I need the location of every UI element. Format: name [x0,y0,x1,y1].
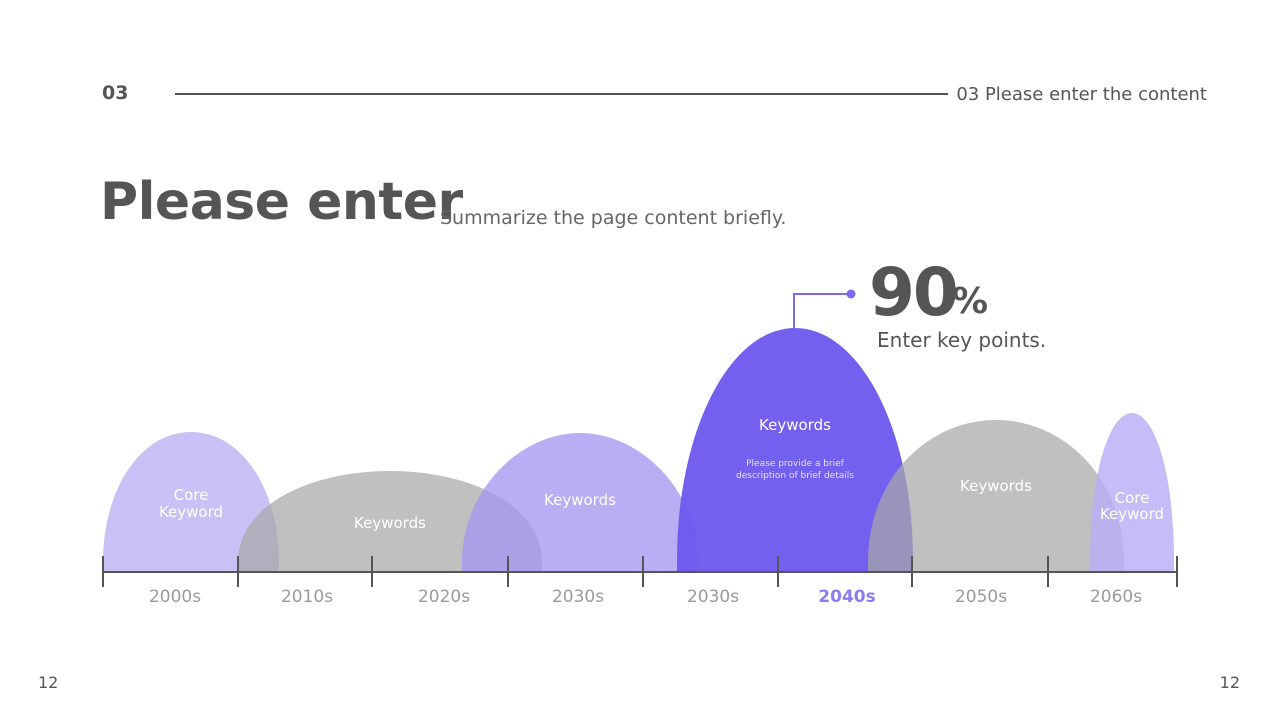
page-title: Please enter [100,172,463,232]
hill-core-keyword-left [103,432,279,572]
timeline-label-1: 2010s [281,587,333,607]
callout-dot [846,289,856,299]
hill-keywords-3 [868,420,1124,572]
hill-keywords-2 [462,433,698,572]
hill-core-keyword-right [1090,413,1174,572]
timeline-label-7: 2060s [1090,587,1142,607]
hill-label-core-keyword-left-2: Keyword [159,503,223,521]
header-divider [175,93,948,95]
hill-label-core-keyword-right-1: Core [1115,489,1150,507]
timeline-label-5: 2040s [818,587,875,607]
callout-connector [793,293,850,328]
hill-label-keywords-highlight: Keywords [759,416,831,434]
hill-label-core-keyword-left-1: Core [174,486,209,504]
hills-group [103,328,1174,572]
timeline-ticks [102,556,1178,587]
timeline-label-4: 2030s [687,587,739,607]
timeline-label-6: 2050s [955,587,1007,607]
section-title: 03 Please enter the content [956,84,1207,105]
hill-label-keywords-1: Keywords [354,514,426,532]
timeline-label-2: 2020s [418,587,470,607]
page-number-left: 12 [38,673,59,692]
highlight-caption: Enter key points. [877,328,1047,352]
timeline-label-0: 2000s [149,587,201,607]
highlight-unit: % [952,281,989,322]
hill-label-core-keyword-right-2: Keyword [1100,505,1164,523]
page-subtitle: Summarize the page content briefly. [440,207,787,229]
section-number: 03 [102,82,129,104]
hill-description-line-1: Please provide a brief [746,459,845,469]
hill-description-line-2: description of brief details [736,471,854,481]
page-number-right: 12 [1219,673,1240,692]
hill-label-keywords-2: Keywords [544,491,616,509]
highlight-value: 90 [869,254,959,331]
timeline-label-3: 2030s [552,587,604,607]
hill-label-keywords-3: Keywords [960,477,1032,495]
hill-keywords-highlight [677,328,913,572]
